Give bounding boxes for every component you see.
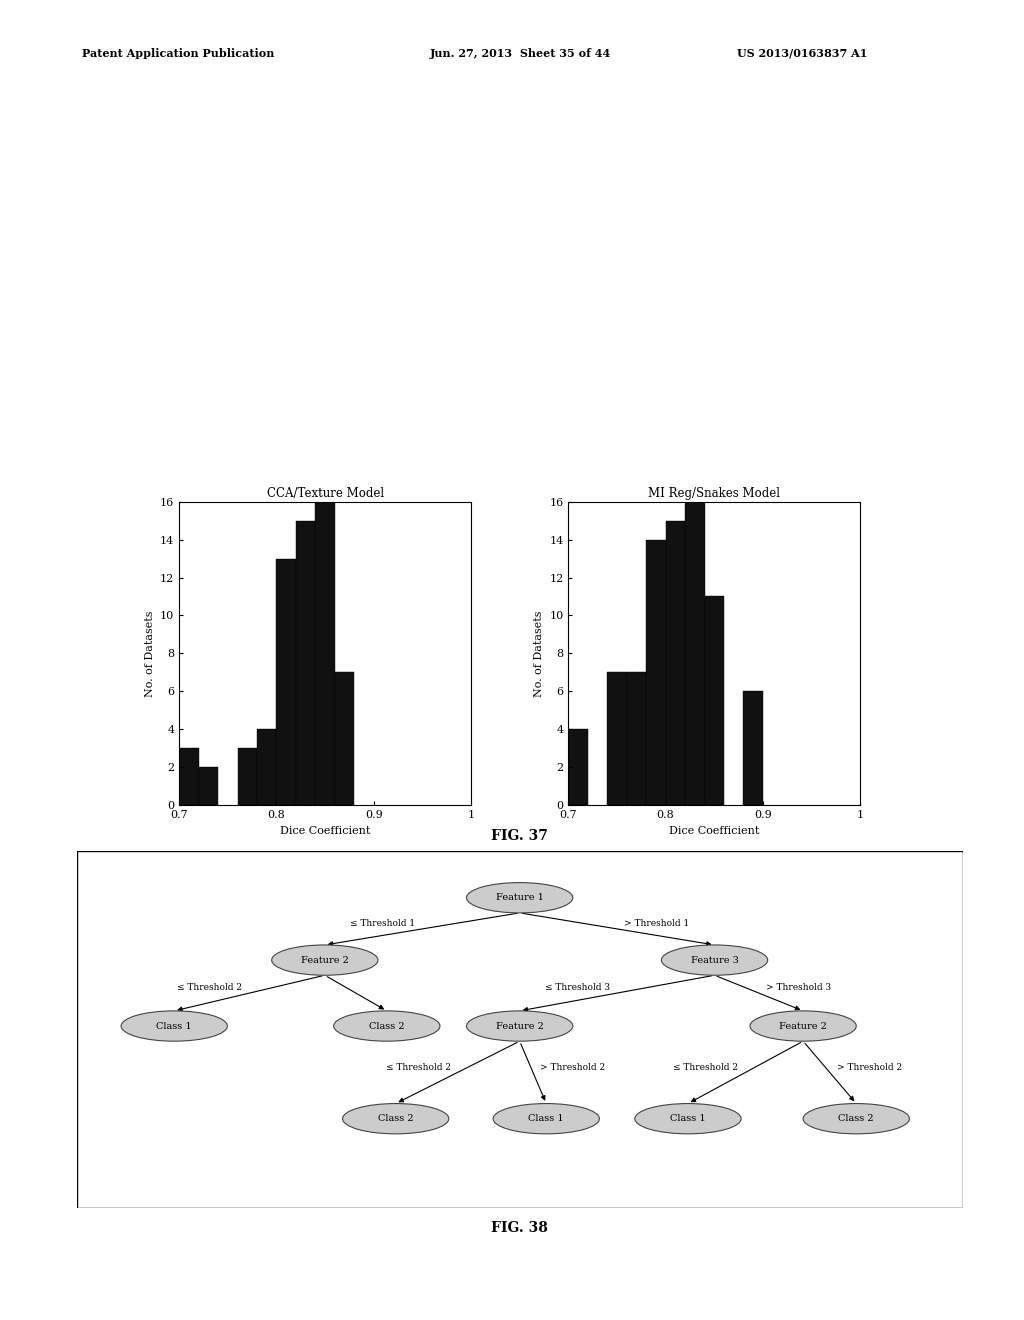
Bar — [568, 729, 588, 805]
Ellipse shape — [494, 1104, 599, 1134]
Bar — [607, 672, 627, 805]
Ellipse shape — [271, 945, 378, 975]
Ellipse shape — [121, 1011, 227, 1041]
Ellipse shape — [750, 1011, 856, 1041]
Bar — [335, 672, 354, 805]
Text: > Threshold 2: > Threshold 2 — [540, 1063, 605, 1072]
Text: > Threshold 1: > Threshold 1 — [625, 919, 689, 928]
Text: Feature 2: Feature 2 — [496, 1022, 544, 1031]
Text: US 2013/0163837 A1: US 2013/0163837 A1 — [737, 48, 867, 58]
Bar — [179, 748, 199, 805]
Bar — [238, 748, 257, 805]
X-axis label: Dice Coefficient: Dice Coefficient — [669, 825, 760, 836]
Text: FIG. 38: FIG. 38 — [492, 1221, 548, 1236]
Text: > Threshold 3: > Threshold 3 — [766, 983, 831, 993]
Bar — [199, 767, 218, 805]
Bar — [743, 692, 763, 805]
Ellipse shape — [467, 883, 572, 913]
Ellipse shape — [635, 1104, 741, 1134]
Text: Feature 2: Feature 2 — [779, 1022, 827, 1031]
Text: Class 1: Class 1 — [670, 1114, 706, 1123]
X-axis label: Dice Coefficient: Dice Coefficient — [280, 825, 371, 836]
Ellipse shape — [334, 1011, 440, 1041]
Bar — [685, 502, 705, 805]
Text: ≤ Threshold 3: ≤ Threshold 3 — [545, 983, 610, 993]
Bar — [646, 540, 666, 805]
Bar — [705, 597, 724, 805]
Ellipse shape — [467, 1011, 572, 1041]
Bar — [296, 520, 315, 805]
Bar — [315, 502, 335, 805]
Text: FIG. 37: FIG. 37 — [492, 829, 548, 843]
Ellipse shape — [803, 1104, 909, 1134]
Text: Feature 1: Feature 1 — [496, 894, 544, 903]
Text: Class 2: Class 2 — [378, 1114, 414, 1123]
FancyBboxPatch shape — [77, 851, 963, 1208]
Title: CCA/Texture Model: CCA/Texture Model — [266, 487, 384, 500]
Text: ≤ Threshold 2: ≤ Threshold 2 — [177, 983, 243, 993]
Text: Class 1: Class 1 — [528, 1114, 564, 1123]
Bar — [627, 672, 646, 805]
Text: ≤ Threshold 2: ≤ Threshold 2 — [674, 1063, 738, 1072]
Text: Class 2: Class 2 — [839, 1114, 874, 1123]
Bar — [276, 558, 296, 805]
Text: > Threshold 2: > Threshold 2 — [837, 1063, 902, 1072]
Y-axis label: No. of Datasets: No. of Datasets — [534, 610, 544, 697]
Ellipse shape — [662, 945, 768, 975]
Ellipse shape — [342, 1104, 449, 1134]
Text: Class 2: Class 2 — [369, 1022, 404, 1031]
Text: Patent Application Publication: Patent Application Publication — [82, 48, 274, 58]
Bar — [666, 520, 685, 805]
Y-axis label: No. of Datasets: No. of Datasets — [144, 610, 155, 697]
Text: Class 1: Class 1 — [157, 1022, 193, 1031]
Text: Feature 3: Feature 3 — [690, 956, 738, 965]
Text: Jun. 27, 2013  Sheet 35 of 44: Jun. 27, 2013 Sheet 35 of 44 — [430, 48, 611, 58]
Text: ≤ Threshold 1: ≤ Threshold 1 — [350, 919, 415, 928]
Bar — [257, 729, 276, 805]
Text: Feature 2: Feature 2 — [301, 956, 349, 965]
Text: ≤ Threshold 2: ≤ Threshold 2 — [386, 1063, 451, 1072]
Title: MI Reg/Snakes Model: MI Reg/Snakes Model — [648, 487, 780, 500]
